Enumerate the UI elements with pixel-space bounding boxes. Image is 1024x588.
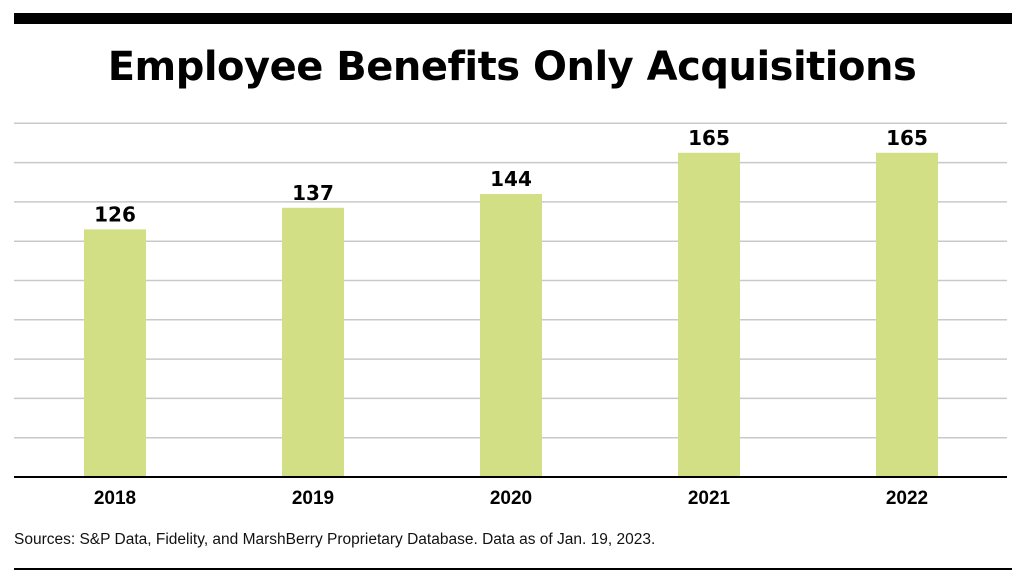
bar-2020 xyxy=(480,194,542,478)
data-label-2022: 165 xyxy=(886,126,928,150)
data-label-2021: 165 xyxy=(688,126,730,150)
bottom-rule xyxy=(14,568,1012,570)
data-label-2019: 137 xyxy=(292,181,334,205)
x-tick-2020: 2020 xyxy=(490,488,532,509)
source-note: Sources: S&P Data, Fidelity, and MarshBe… xyxy=(14,531,656,548)
x-tick-2021: 2021 xyxy=(688,488,731,509)
bar-2019 xyxy=(282,207,344,478)
top-rule xyxy=(14,13,1012,24)
x-tick-labels: 2018 2019 2020 2021 2022 xyxy=(94,488,928,509)
bar-2021 xyxy=(678,152,740,477)
x-tick-2018: 2018 xyxy=(94,488,136,509)
bar-2022 xyxy=(876,152,938,477)
data-label-2018: 126 xyxy=(94,202,136,226)
data-label-2020: 144 xyxy=(490,167,532,191)
bars xyxy=(84,152,938,478)
bar-2018 xyxy=(84,229,146,477)
x-tick-2019: 2019 xyxy=(292,488,334,509)
x-tick-2022: 2022 xyxy=(886,488,928,509)
chart-title: Employee Benefits Only Acquisitions xyxy=(107,44,917,90)
data-labels: 126 137 144 165 165 xyxy=(94,126,928,227)
